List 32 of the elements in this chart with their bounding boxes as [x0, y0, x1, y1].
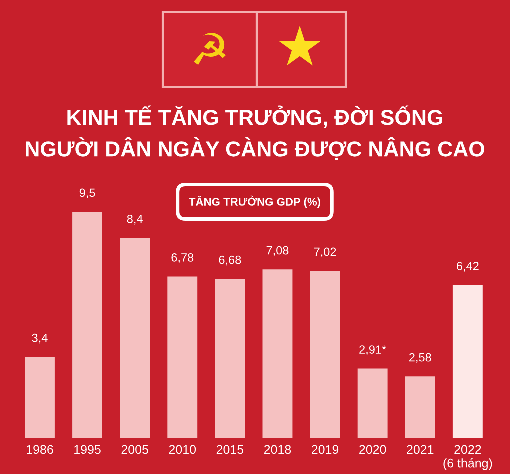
chart-subtitle: TĂNG TRƯỞNG GDP (%)	[189, 196, 320, 208]
bar	[72, 212, 103, 438]
x-tick-label: 2018	[264, 445, 292, 454]
x-tick-label: 2005	[122, 445, 148, 454]
bar	[215, 279, 246, 438]
data-label: 6,42	[457, 262, 479, 272]
x-tick-label: 2021	[407, 445, 434, 454]
x-tick-label: 2022 (6 tháng)	[444, 445, 492, 470]
data-label: 6,68	[219, 256, 242, 266]
x-tick-label: 2019	[312, 445, 339, 454]
data-label: 7,08	[266, 246, 289, 256]
data-label: 2,58	[409, 353, 432, 364]
data-label: 9,5	[80, 188, 96, 199]
bar	[452, 285, 483, 438]
bar	[262, 270, 293, 438]
data-label: 8,4	[127, 214, 143, 225]
bar	[405, 376, 436, 438]
x-tick-label: 1986	[27, 445, 54, 454]
x-tick-label: 2020	[360, 445, 386, 454]
bar	[120, 238, 150, 438]
data-label: 6,78	[172, 254, 194, 264]
bar	[24, 357, 55, 438]
x-tick-label: 1995	[74, 445, 101, 454]
bar	[168, 276, 198, 438]
bar	[310, 271, 340, 438]
chart-title: KINH TẾ TĂNG TRƯỞNG, ĐỜI SỐNG NGƯỜI DÂN NGÀY CÀNG ĐƯỢC NÂNG CAO	[26, 106, 484, 160]
data-label: 2,91*	[360, 346, 386, 356]
x-tick-label: 2010	[169, 445, 196, 454]
bar	[358, 368, 388, 438]
data-label: 7,02	[314, 248, 336, 258]
data-label: 3,4	[32, 334, 48, 344]
x-tick-label: 2015	[216, 445, 244, 454]
